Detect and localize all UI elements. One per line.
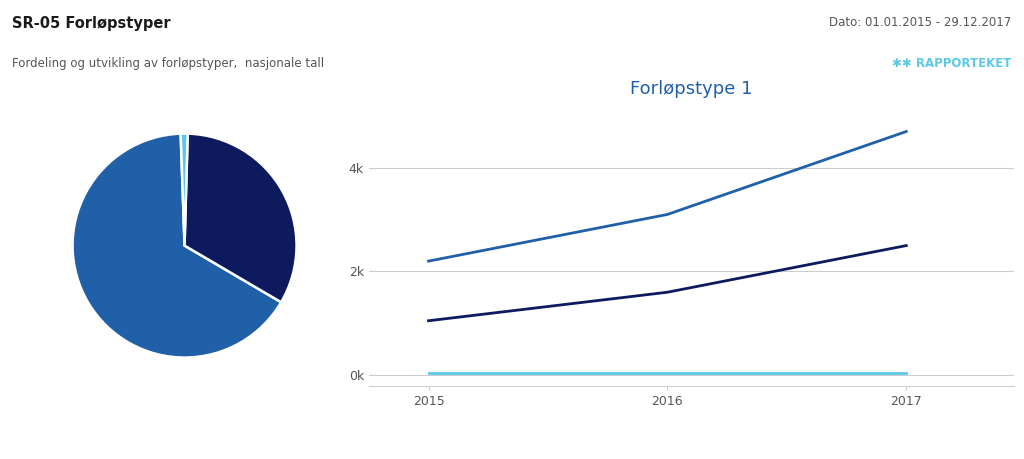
Text: Dato: 01.01.2015 - 29.12.2017: Dato: 01.01.2015 - 29.12.2017 — [829, 16, 1012, 29]
Text: Fordeling og utvikling av forløpstyper,  nasjonale tall: Fordeling og utvikling av forløpstyper, … — [12, 57, 325, 70]
Wedge shape — [180, 134, 187, 246]
Title: Forløpstype 1: Forløpstype 1 — [630, 80, 753, 99]
Legend: Begge, Hysteroskopi, Laparoskopi: Begge, Hysteroskopi, Laparoskopi — [497, 454, 886, 459]
Text: ✱✱ RAPPORTEKET: ✱✱ RAPPORTEKET — [892, 57, 1012, 70]
Text: SR-05 Forløpstyper: SR-05 Forløpstyper — [12, 16, 171, 31]
Wedge shape — [73, 134, 282, 358]
Wedge shape — [184, 134, 297, 302]
